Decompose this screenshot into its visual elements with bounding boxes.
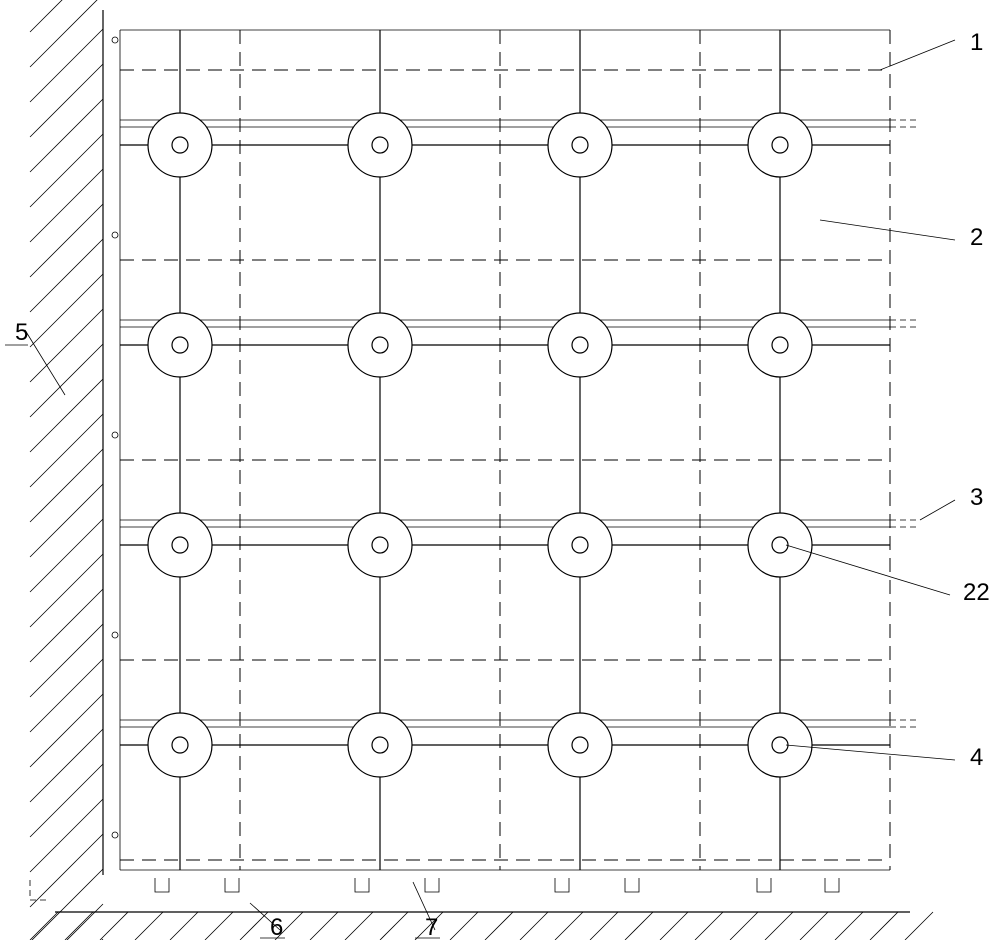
callout-label-7: 7 bbox=[425, 914, 438, 940]
callout-label-2: 2 bbox=[970, 224, 983, 251]
callout-label-5: 5 bbox=[15, 319, 28, 346]
callout-label-22: 22 bbox=[963, 579, 990, 606]
technical-diagram: 1 2 3 22 4 5 6 7 bbox=[0, 0, 1000, 940]
callout-label-4: 4 bbox=[970, 744, 983, 771]
callout-label-1: 1 bbox=[970, 29, 983, 56]
callout-label-3: 3 bbox=[970, 484, 983, 511]
callout-label-6: 6 bbox=[270, 914, 283, 940]
